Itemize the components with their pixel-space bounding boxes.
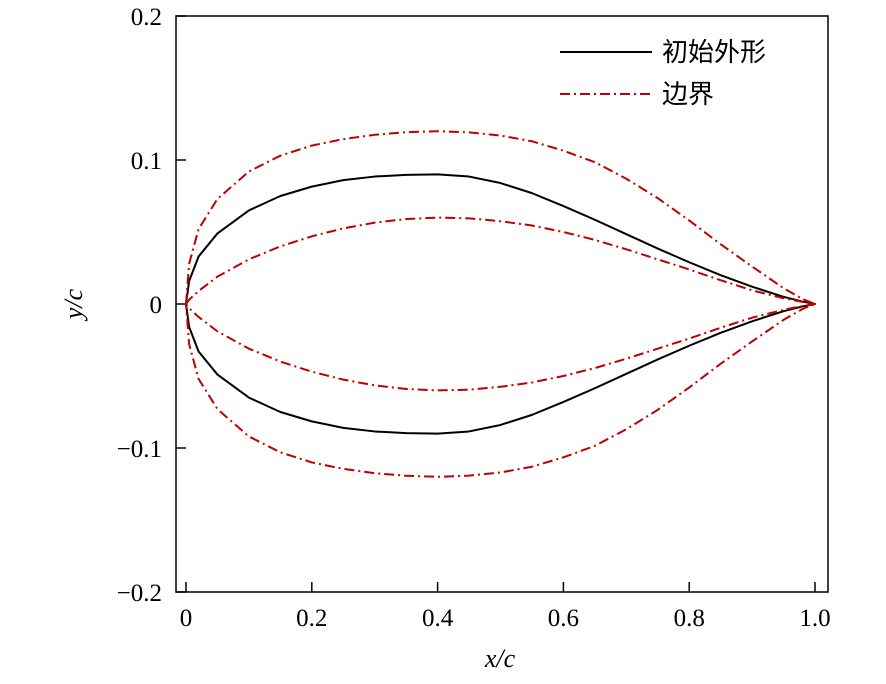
legend: 初始外形 边界 [560,38,766,110]
ticks: 0 0.2 0.4 0.6 0.8 1.0 0.2 0.1 0 −0.1 −0.2 [117,4,831,632]
series-layer [185,130,816,478]
inner-boundary-curve [185,216,816,392]
x-tick-label: 0.6 [548,605,579,632]
y-tick-label: 0.1 [131,148,162,175]
plot-frame [175,15,829,593]
y-axis-label: y/c [59,288,88,322]
legend-label-boundary: 边界 [662,80,714,110]
x-tick-label: 1.0 [799,605,830,632]
y-tick-label: 0.2 [131,4,162,31]
x-tick-label: 0 [180,605,193,632]
x-axis-label: x/c [484,644,516,673]
x-tick-label: 0.2 [296,605,327,632]
y-tick-label: −0.1 [117,436,162,463]
x-tick-label: 0.8 [674,605,705,632]
legend-label-initial-shape: 初始外形 [662,38,766,68]
outer-boundary-curve [185,130,816,478]
y-tick-label: −0.2 [117,580,162,607]
x-tick-label: 0.4 [422,605,454,632]
y-tick-label: 0 [150,292,163,319]
initial-shape-curve [185,173,816,435]
